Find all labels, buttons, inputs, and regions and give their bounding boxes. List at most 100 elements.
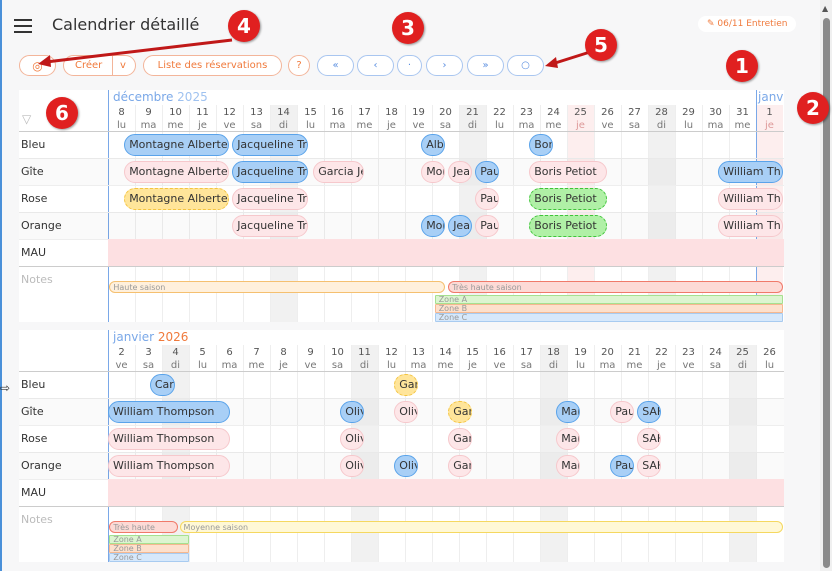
- row-divider: [19, 212, 784, 213]
- day-number: 11: [358, 347, 371, 358]
- booking[interactable]: Jean: [448, 161, 473, 183]
- row-label-bleu: Bleu: [21, 138, 46, 151]
- booking[interactable]: Pau: [475, 215, 500, 237]
- today-button[interactable]: ·: [397, 55, 422, 76]
- booking[interactable]: Bon: [529, 134, 554, 156]
- search-button[interactable]: ○: [507, 55, 544, 76]
- booking[interactable]: SAF: [637, 401, 662, 423]
- day-number: 25: [574, 107, 587, 118]
- day-name: di: [359, 360, 370, 371]
- season-note: Zone A: [434, 295, 783, 304]
- maintenance-badge[interactable]: ✎ 06/11 Entretien: [698, 16, 797, 32]
- booking[interactable]: Gar: [448, 428, 473, 450]
- create-button[interactable]: Créer: [75, 60, 103, 71]
- booking[interactable]: Mor: [421, 161, 446, 183]
- day-name: ve: [601, 120, 614, 131]
- month-label: décembre 2025: [113, 90, 208, 104]
- booking[interactable]: Car: [149, 374, 176, 396]
- booking[interactable]: Mor: [421, 215, 446, 237]
- booking[interactable]: Gar: [448, 401, 473, 423]
- annotation-5: 5: [585, 29, 617, 61]
- day-name: lu: [494, 120, 505, 131]
- booking[interactable]: Pau: [475, 188, 500, 210]
- day-name: ve: [115, 360, 128, 371]
- booking[interactable]: Pau: [610, 401, 635, 423]
- arrow-5: [551, 50, 591, 66]
- booking[interactable]: SAF: [637, 455, 662, 477]
- last-button[interactable]: »: [467, 55, 504, 76]
- day-name: sa: [439, 120, 452, 131]
- next-month-label: janv: [758, 90, 784, 104]
- day-number: 13: [412, 347, 425, 358]
- day-number: 6: [226, 347, 233, 358]
- booking[interactable]: Gar: [394, 374, 419, 396]
- reservations-list-button[interactable]: Liste des réservations: [143, 55, 282, 76]
- row-label-rose: Rose: [21, 432, 48, 445]
- booking[interactable]: Alb: [421, 134, 446, 156]
- booking[interactable]: William Thompson: [108, 455, 230, 477]
- booking[interactable]: Oliv: [340, 401, 365, 423]
- scrollbar-thumb[interactable]: [823, 18, 830, 568]
- booking[interactable]: Montagne Alberte: [124, 188, 230, 210]
- day-column: [162, 105, 189, 322]
- day-name: lu: [764, 360, 775, 371]
- booking[interactable]: Boris Petiot: [529, 188, 608, 210]
- row-label-rose: Rose: [21, 192, 48, 205]
- booking[interactable]: William Th: [718, 188, 783, 210]
- prev-button[interactable]: ‹: [357, 55, 394, 76]
- day-name: ma: [410, 360, 427, 371]
- day-number: 22: [493, 107, 506, 118]
- booking[interactable]: Mar: [556, 455, 581, 477]
- day-number: 3: [145, 347, 152, 358]
- booking[interactable]: Oliv: [340, 455, 365, 477]
- menu-icon[interactable]: [14, 19, 32, 33]
- season-note: Très haute: [109, 521, 179, 533]
- booking[interactable]: William Th: [718, 215, 783, 237]
- annotation-2: 2: [797, 92, 829, 124]
- day-number: 17: [358, 107, 371, 118]
- booking[interactable]: Boris Petiot: [529, 161, 608, 183]
- booking[interactable]: Montagne Alberte: [124, 134, 230, 156]
- day-number: 19: [574, 347, 587, 358]
- booking[interactable]: Mar: [556, 401, 581, 423]
- first-button[interactable]: «: [317, 55, 354, 76]
- booking[interactable]: Oliv: [394, 455, 419, 477]
- booking[interactable]: Boris Petiot: [529, 215, 608, 237]
- day-name: lu: [386, 360, 397, 371]
- booking[interactable]: Pau: [610, 455, 635, 477]
- blue-start-line: [108, 90, 109, 322]
- day-number: 31: [736, 107, 749, 118]
- day-column: [189, 345, 216, 562]
- booking[interactable]: Pau: [475, 161, 500, 183]
- scroll-up-icon[interactable]: ▲: [822, 4, 829, 13]
- booking[interactable]: Oliv: [340, 428, 365, 450]
- season-note: Zone C: [434, 313, 783, 322]
- booking[interactable]: William Thompson: [108, 401, 230, 423]
- scrollbar[interactable]: ▲: [820, 0, 832, 571]
- booking[interactable]: Jacqueline Tri: [232, 188, 308, 210]
- annotation-4: 4: [228, 10, 260, 42]
- booking[interactable]: Oliv: [394, 401, 419, 423]
- view-button[interactable]: ◎: [19, 55, 56, 76]
- day-column: [729, 105, 756, 322]
- chevron-down-icon[interactable]: v: [112, 56, 126, 75]
- booking[interactable]: Montagne Alberte: [124, 161, 230, 183]
- row-divider: [19, 158, 784, 159]
- next-button[interactable]: ›: [426, 55, 463, 76]
- booking[interactable]: Garcia Je: [313, 161, 365, 183]
- booking[interactable]: Jacqueline Tri: [232, 134, 308, 156]
- booking[interactable]: Gar: [448, 455, 473, 477]
- filter-icon[interactable]: ▽: [22, 112, 32, 126]
- row-divider: [19, 185, 784, 186]
- booking[interactable]: William Thompson: [108, 428, 230, 450]
- booking[interactable]: William Th: [718, 161, 783, 183]
- day-column: [621, 105, 648, 322]
- help-button[interactable]: ?: [288, 55, 310, 76]
- day-column: [378, 105, 405, 322]
- booking[interactable]: Mar: [556, 428, 581, 450]
- booking[interactable]: SAF: [637, 428, 662, 450]
- booking[interactable]: Jacqueline Tri: [232, 215, 308, 237]
- booking[interactable]: Jacqueline Tri: [232, 161, 308, 183]
- booking[interactable]: Jean: [448, 215, 473, 237]
- create-button-group[interactable]: Créer v: [63, 55, 136, 76]
